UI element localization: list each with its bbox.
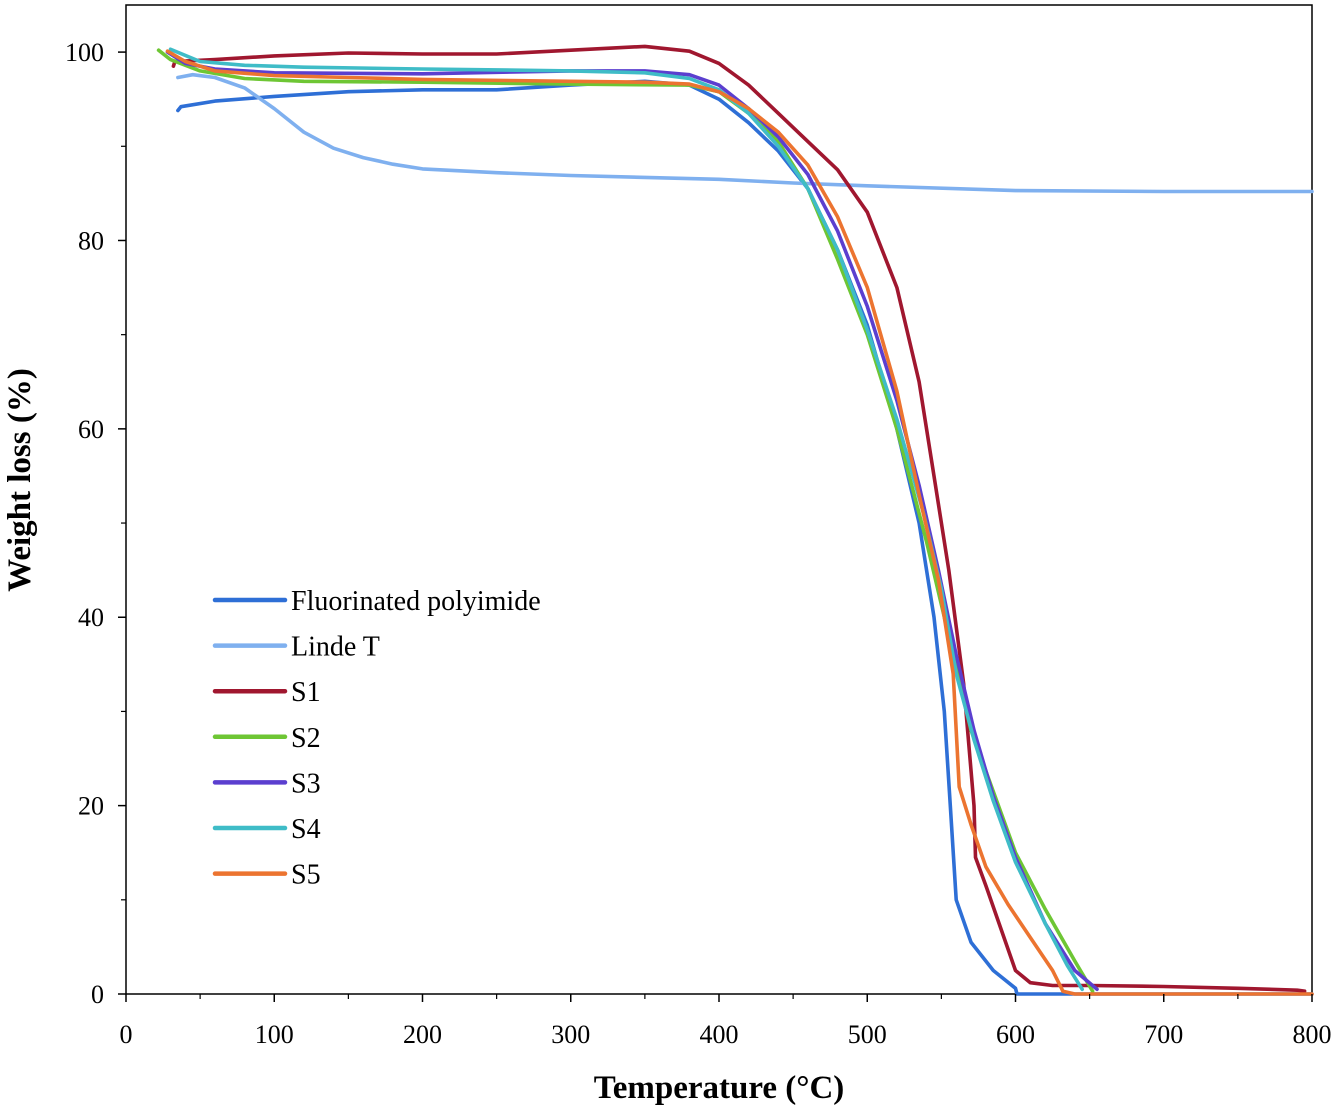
legend: Fluorinated polyimide Linde T S1 S2 S3 S4 S5 bbox=[212, 586, 541, 891]
plot-frame bbox=[125, 4, 1313, 995]
series-line-6 bbox=[168, 47, 1084, 992]
series-line-5 bbox=[165, 50, 1099, 992]
legend-label: Linde T bbox=[291, 632, 380, 663]
x-tick-label: 0 bbox=[120, 1020, 133, 1049]
x-tick-label: 100 bbox=[255, 1020, 294, 1049]
x-tick-label: 600 bbox=[996, 1020, 1035, 1049]
y-tick-label: 100 bbox=[65, 38, 104, 67]
x-tick-label: 800 bbox=[1293, 1020, 1332, 1049]
axes-group: 0 100 200 300 400 500 600 700 800 0 20 40 60 80 100 bbox=[65, 38, 1332, 1049]
legend-label: S1 bbox=[291, 677, 321, 708]
y-tick-label: 80 bbox=[78, 226, 104, 255]
y-axis-title: Weight loss (%) bbox=[2, 368, 38, 592]
data-series-group bbox=[156, 44, 1314, 996]
legend-label: Fluorinated polyimide bbox=[291, 586, 541, 617]
y-tick-label: 0 bbox=[91, 980, 104, 1009]
x-axis-title: Temperature (°C) bbox=[594, 1070, 845, 1106]
legend-label: S3 bbox=[291, 768, 321, 799]
y-tick-label: 60 bbox=[78, 415, 104, 444]
x-tick-label: 300 bbox=[551, 1020, 590, 1049]
series-line-7 bbox=[165, 49, 1314, 996]
series-line-2 bbox=[176, 72, 1314, 194]
series-line-3 bbox=[171, 44, 1307, 993]
legend-label: S5 bbox=[291, 860, 321, 891]
series-line-1 bbox=[176, 79, 1314, 996]
legend-label: S4 bbox=[291, 814, 321, 845]
x-tick-label: 200 bbox=[403, 1020, 442, 1049]
y-tick-label: 40 bbox=[78, 603, 104, 632]
y-tick-label: 20 bbox=[78, 792, 104, 821]
x-tick-label: 700 bbox=[1144, 1020, 1183, 1049]
legend-label: S2 bbox=[291, 723, 321, 754]
x-tick-label: 400 bbox=[700, 1020, 739, 1049]
x-tick-label: 500 bbox=[848, 1020, 887, 1049]
